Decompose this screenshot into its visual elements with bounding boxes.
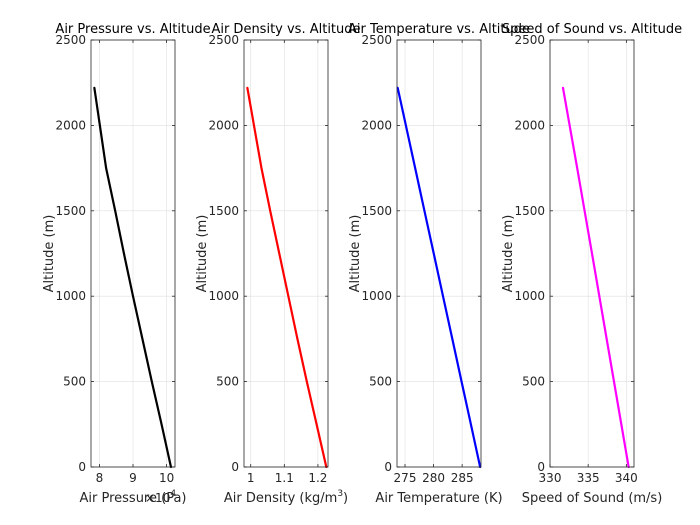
x-tick-label: 9 [129, 471, 137, 485]
y-axis-label: Altitude (m) [501, 215, 516, 293]
y-axis-label: Altitude (m) [42, 215, 57, 293]
y-tick-label: 2500 [514, 33, 545, 47]
y-tick-label: 1000 [361, 289, 392, 303]
y-tick-label: 1000 [55, 289, 86, 303]
y-tick-label: 500 [522, 375, 545, 389]
chart-title: Air Pressure vs. Altitude [55, 22, 210, 37]
axes-box [243, 39, 329, 468]
x-tick-label: 340 [615, 471, 638, 485]
y-tick-label: 0 [231, 460, 239, 474]
y-tick-label: 2000 [361, 118, 392, 132]
y-tick-label: 0 [78, 460, 86, 474]
x-axis-label: Air Density (kg/m3) [224, 489, 348, 506]
x-tick-label: 275 [394, 471, 417, 485]
y-tick-label: 500 [369, 375, 392, 389]
subplot-4: 0 500 1000 1500 2000 2500 330 335 340 Speed of So… [501, 22, 682, 506]
y-tick-label: 1500 [361, 204, 392, 218]
y-tick-label: 1500 [55, 204, 86, 218]
x-tick-label: 10 [159, 471, 174, 485]
y-tick-label: 2500 [208, 33, 239, 47]
plot-area [397, 40, 481, 467]
data-line [396, 86, 482, 469]
y-tick-label: 500 [216, 375, 239, 389]
x-tick-label: 1.1 [275, 471, 294, 485]
y-tick-label: 2500 [55, 33, 86, 47]
x-tick-label: 330 [539, 471, 562, 485]
chart-title: Speed of Sound vs. Altitude [502, 22, 682, 37]
x-tick-label: 1.2 [308, 471, 327, 485]
x-axis-label: Air Pressure (Pa) [80, 491, 187, 506]
y-tick-label: 2000 [208, 118, 239, 132]
y-tick-label: 2500 [361, 33, 392, 47]
y-tick-label: 2000 [514, 118, 545, 132]
data-line [561, 86, 630, 469]
axes-box [396, 39, 482, 468]
x-axis-label: Speed of Sound (m/s) [522, 491, 663, 506]
y-tick-label: 1500 [514, 204, 545, 218]
y-axis-label: Altitude (m) [348, 215, 363, 293]
subplot-2: 0 500 1000 1500 2000 2500 1 1.1 1.2 Air Density v… [195, 22, 361, 506]
y-tick-label: 0 [384, 460, 392, 474]
y-tick-label: 500 [63, 375, 86, 389]
y-tick-label: 1000 [514, 289, 545, 303]
x-exponent-label: ×104 [145, 489, 176, 505]
subplot-3: 0 500 1000 1500 2000 2500 275 280 285 Air Tempera… [348, 22, 530, 506]
chart-title: Air Temperature vs. Altitude [348, 22, 530, 37]
x-tick-label: 335 [577, 471, 600, 485]
data-line [246, 86, 328, 469]
plot-area [244, 40, 328, 467]
y-tick-label: 1500 [208, 204, 239, 218]
y-axis-label: Altitude (m) [195, 215, 210, 293]
y-tick-label: 1000 [208, 289, 239, 303]
subplot-1: 0 500 1000 1500 2000 2500 8 9 10 Air Pressure vs.… [42, 22, 211, 506]
data-line [93, 86, 173, 469]
y-tick-label: 2000 [55, 118, 86, 132]
x-axis-label: Air Temperature (K) [375, 491, 502, 506]
x-tick-label: 8 [96, 471, 104, 485]
y-tick-label: 0 [537, 460, 545, 474]
x-tick-label: 280 [422, 471, 445, 485]
axes-box [549, 39, 635, 468]
x-tick-label: 285 [451, 471, 474, 485]
chart-title: Air Density vs. Altitude [211, 22, 360, 37]
x-tick-label: 1 [247, 471, 255, 485]
